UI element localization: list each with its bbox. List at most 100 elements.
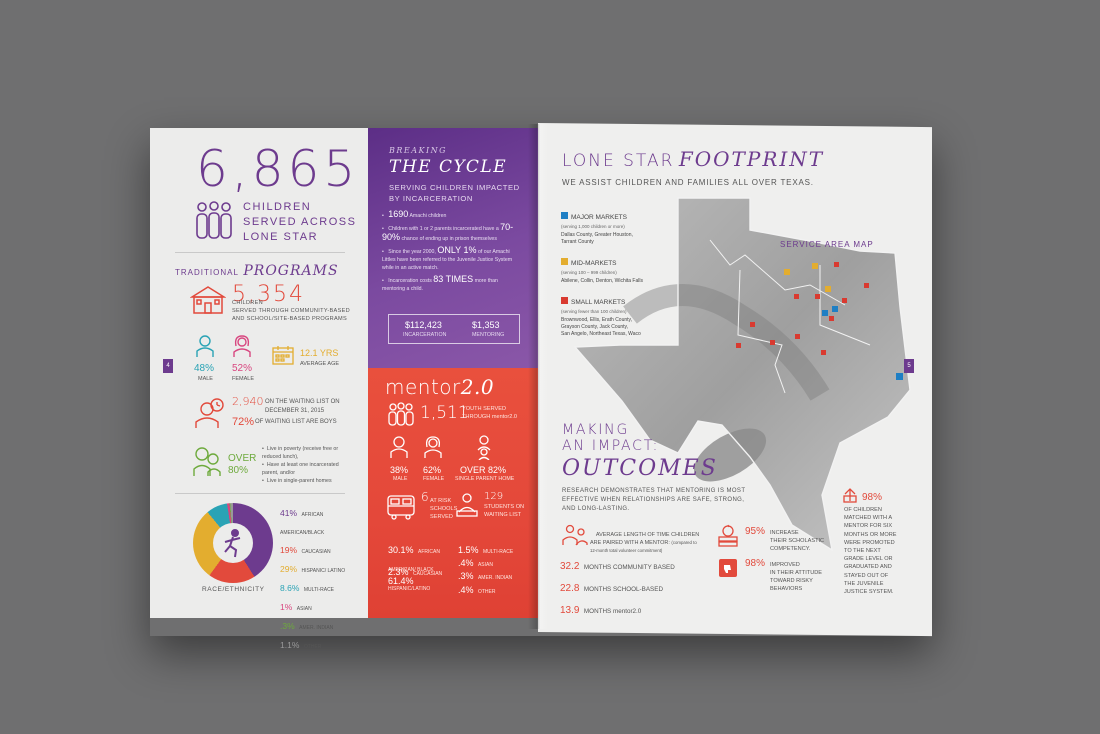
students-number: 129 xyxy=(484,491,504,502)
map-marker xyxy=(750,322,755,327)
outcomes-heading: OUTCOMES xyxy=(562,456,718,481)
race-item: 1% ASIAN xyxy=(280,597,350,615)
promoted-text: OF CHILDREN MATCHED WITH A MENTOR FOR SI… xyxy=(844,507,897,596)
race-name: ASIAN xyxy=(296,606,312,612)
incarceration-cost: $112,423 xyxy=(405,320,442,330)
over-bullets: Live in poverty (receive free or reduced… xyxy=(262,445,342,485)
race-name: MULTI-RACE xyxy=(303,587,335,593)
waiting-text: ON THE WAITING LIST ON DECEMBER 31, 2015 xyxy=(265,399,340,414)
male-label: MALE xyxy=(393,476,408,482)
months-item: 22.8 MONTHS SCHOOL-BASED xyxy=(560,583,663,594)
female-icon xyxy=(232,334,252,358)
scholastic-text: INCREASE THEIR SCHOLASTIC COMPETENCY. xyxy=(770,530,825,552)
race-item: 1.5% MULTI-RACE xyxy=(458,545,514,555)
female-icon xyxy=(423,435,443,459)
divider xyxy=(175,252,345,253)
attitude-text: IMPROVED IN THEIR ATTITUDE TOWARD RISKY … xyxy=(770,562,823,592)
schools-text: AT RISK SCHOOLS SERVED xyxy=(430,498,458,520)
map-marker xyxy=(795,334,800,339)
map-marker xyxy=(834,262,839,267)
children-group-icon xyxy=(195,200,233,240)
youth-group-icon xyxy=(388,402,414,426)
cost-comparison-box xyxy=(388,314,520,344)
risk-group-icon xyxy=(192,444,222,478)
children-served-text: CHILDREN SERVED ACROSS LONE STAR xyxy=(243,201,357,243)
right-page-number: 5 xyxy=(904,359,914,373)
map-marker xyxy=(842,298,847,303)
service-area-map-label: SERVICE AREA MAP xyxy=(780,240,874,249)
race-item: .4% ASIAN xyxy=(458,558,493,568)
female-percent: 52% xyxy=(232,363,253,374)
race-pct: 29% xyxy=(280,564,298,574)
female-label: FEMALE xyxy=(423,476,445,482)
map-marker xyxy=(821,350,826,355)
cycle-bullet: 1690 Amachi children xyxy=(382,210,520,220)
market-item: MID-MARKETS (serving 100 – 999 children)… xyxy=(561,258,643,284)
race-item: 30.1% AFRICAN AMERICAN/ BLACK xyxy=(388,545,440,573)
growth-arrow-icon xyxy=(843,487,857,503)
mentoring-cost: $1,353 xyxy=(472,320,500,330)
incarceration-label: INCARCERATION xyxy=(403,332,447,338)
over-percent: OVER 80% xyxy=(228,453,257,476)
race-pct: 41% xyxy=(280,508,298,518)
over-bullet: Live in poverty (receive free or reduced… xyxy=(262,445,342,461)
race-name: AFRICAN AMERICAN/BLACK xyxy=(280,512,325,536)
race-label: RACE/ETHNICITY xyxy=(202,586,265,593)
youth-text: YOUTH SERVED THROUGH mentor2.0 xyxy=(462,406,518,420)
research-text: RESEARCH DEMONSTRATES THAT MENTORING IS … xyxy=(562,488,746,512)
map-marker xyxy=(825,286,831,292)
total-children-number: 6,865 xyxy=(196,140,360,198)
race-legend: 41% AFRICAN AMERICAN/BLACK 19% CAUCASIAN… xyxy=(280,503,350,653)
breaking-label: BREAKING xyxy=(389,146,448,155)
cycle-bullet: Incarceration costs 83 TIMES more than m… xyxy=(382,275,520,293)
race-item: .3% AMER. INDIAN xyxy=(280,616,350,634)
youth-number: 1,511 xyxy=(420,403,469,423)
market-item: MAJOR MARKETS (serving 1,000 children or… xyxy=(561,212,633,245)
scholastic-percent: 95% xyxy=(745,526,766,537)
the-cycle-title: THE CYCLE xyxy=(389,157,508,177)
race-item: 8.6% MULTI-RACE xyxy=(280,578,350,596)
female-label: FEMALE xyxy=(232,376,255,382)
male-percent: 48% xyxy=(194,363,215,374)
single-parent-label: SINGLE PARENT HOME xyxy=(455,476,515,482)
apple-books-icon xyxy=(717,524,739,548)
male-icon xyxy=(196,334,214,358)
male-label: MALE xyxy=(198,376,213,382)
map-marker xyxy=(829,316,834,321)
map-marker xyxy=(832,306,838,312)
map-marker xyxy=(784,269,790,275)
avg-length-text: AVERAGE LENGTH OF TIME CHILDREN ARE PAIR… xyxy=(590,532,700,553)
race-item: 29% HISPANIC/ LATINO xyxy=(280,559,350,577)
race-pct: 1% xyxy=(280,602,293,612)
market-item: SMALL MARKETS (serving fewer than 100 ch… xyxy=(561,297,641,337)
mentor-title: mentor2.0 xyxy=(385,375,495,399)
students-text: STUDENTS ON WAITING LIST xyxy=(484,504,525,518)
footprint-subtitle: WE ASSIST CHILDREN AND FAMILIES ALL OVER… xyxy=(562,178,814,187)
cycle-bullet: Since the year 2000, ONLY 1% of our Amac… xyxy=(382,246,520,272)
race-pct: .3% xyxy=(280,621,295,631)
map-marker xyxy=(815,294,820,299)
parent-child-icon xyxy=(474,434,494,460)
race-pct: 19% xyxy=(280,545,298,555)
race-item: 1.1% OTHER xyxy=(280,635,350,653)
female-percent: 62% xyxy=(423,465,442,475)
promoted-percent: 98% xyxy=(862,492,883,503)
map-marker xyxy=(864,283,869,288)
divider xyxy=(175,493,345,494)
market-swatch xyxy=(561,258,568,265)
left-page-number: 4 xyxy=(163,359,173,373)
boys-text: OF WAITING LIST ARE BOYS xyxy=(255,419,337,425)
boys-percent: 72% xyxy=(232,416,255,428)
race-name: CAUCASIAN xyxy=(301,549,331,555)
race-pct: 8.6% xyxy=(280,583,300,593)
mentor-2-panel xyxy=(368,368,538,618)
average-age: 12.1 YRS xyxy=(300,348,339,358)
book-spine xyxy=(528,124,548,629)
over-bullet: Have at least one incarcerated parent, a… xyxy=(262,461,342,477)
race-item: 19% CAUCASIAN xyxy=(280,540,350,558)
impact-heading: MAKING AN IMPACT: xyxy=(562,422,660,454)
pair-people-icon xyxy=(562,524,588,546)
school-bus-icon xyxy=(386,494,416,520)
market-legend: MAJOR MARKETS (serving 1,000 children or… xyxy=(561,206,681,338)
